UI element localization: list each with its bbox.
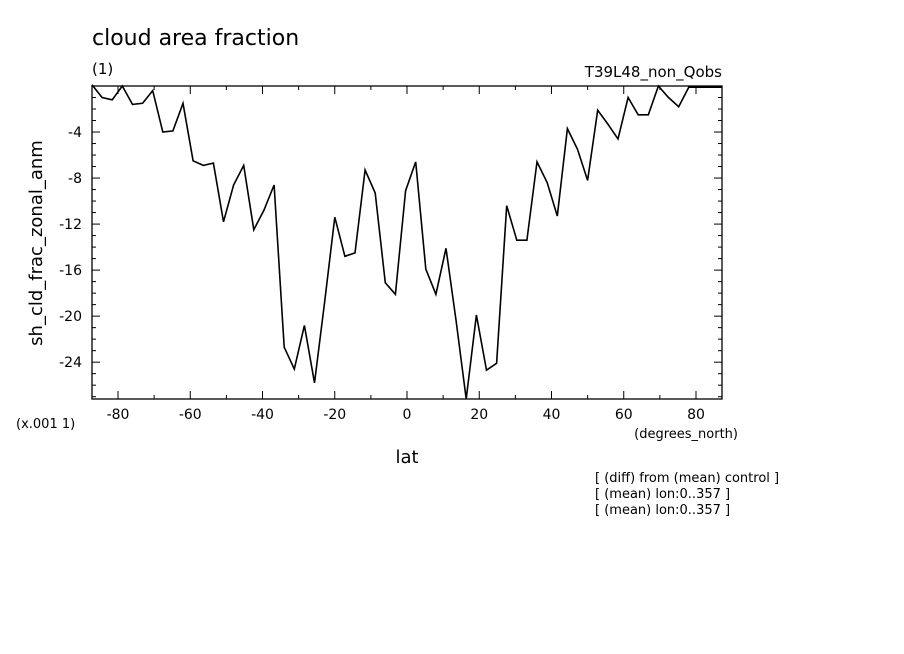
experiment-label: T39L48_non_Qobs: [584, 63, 722, 82]
chart-title: cloud area fraction: [92, 26, 299, 51]
x-tick-label: -80: [107, 407, 130, 423]
x-tick-label: -60: [179, 407, 202, 423]
x-tick-label: -20: [323, 407, 346, 423]
note-diff: [ (diff) from (mean) control ]: [595, 471, 779, 486]
x-tick-label: 60: [615, 407, 633, 423]
plot-frame: [91, 85, 723, 400]
x-tick-label: 20: [470, 407, 488, 423]
x-tick-label: 40: [543, 407, 561, 423]
x-axis-label: lat: [395, 447, 418, 468]
y-tick-label: -12: [59, 217, 82, 233]
y-tick-label: -16: [59, 263, 82, 279]
y-scale-note: (x.001 1): [16, 417, 75, 432]
note-mean-lon-2: [ (mean) lon:0..357 ]: [595, 503, 730, 518]
y-tick-label: -4: [68, 125, 82, 141]
x-tick-label: -40: [251, 407, 274, 423]
note-mean-lon-1: [ (mean) lon:0..357 ]: [595, 487, 730, 502]
units-label: (1): [92, 60, 113, 78]
series-line: [91, 84, 722, 400]
y-tick-label: -20: [59, 309, 82, 325]
y-axis-ticks: -4 -8 -12 -16 -20 -24: [59, 85, 722, 398]
x-tick-label: 0: [403, 407, 412, 423]
y-tick-label: -8: [68, 171, 82, 187]
y-axis-label: sh_cld_frac_zonal_anm: [26, 140, 47, 346]
plot-area: [91, 84, 722, 400]
x-axis-units: (degrees_north): [634, 427, 738, 442]
x-tick-label: 80: [687, 407, 705, 423]
y-tick-label: -24: [59, 355, 82, 371]
x-axis-ticks: -80 -60 -40 -20 0 20 40 60 80: [107, 86, 705, 423]
